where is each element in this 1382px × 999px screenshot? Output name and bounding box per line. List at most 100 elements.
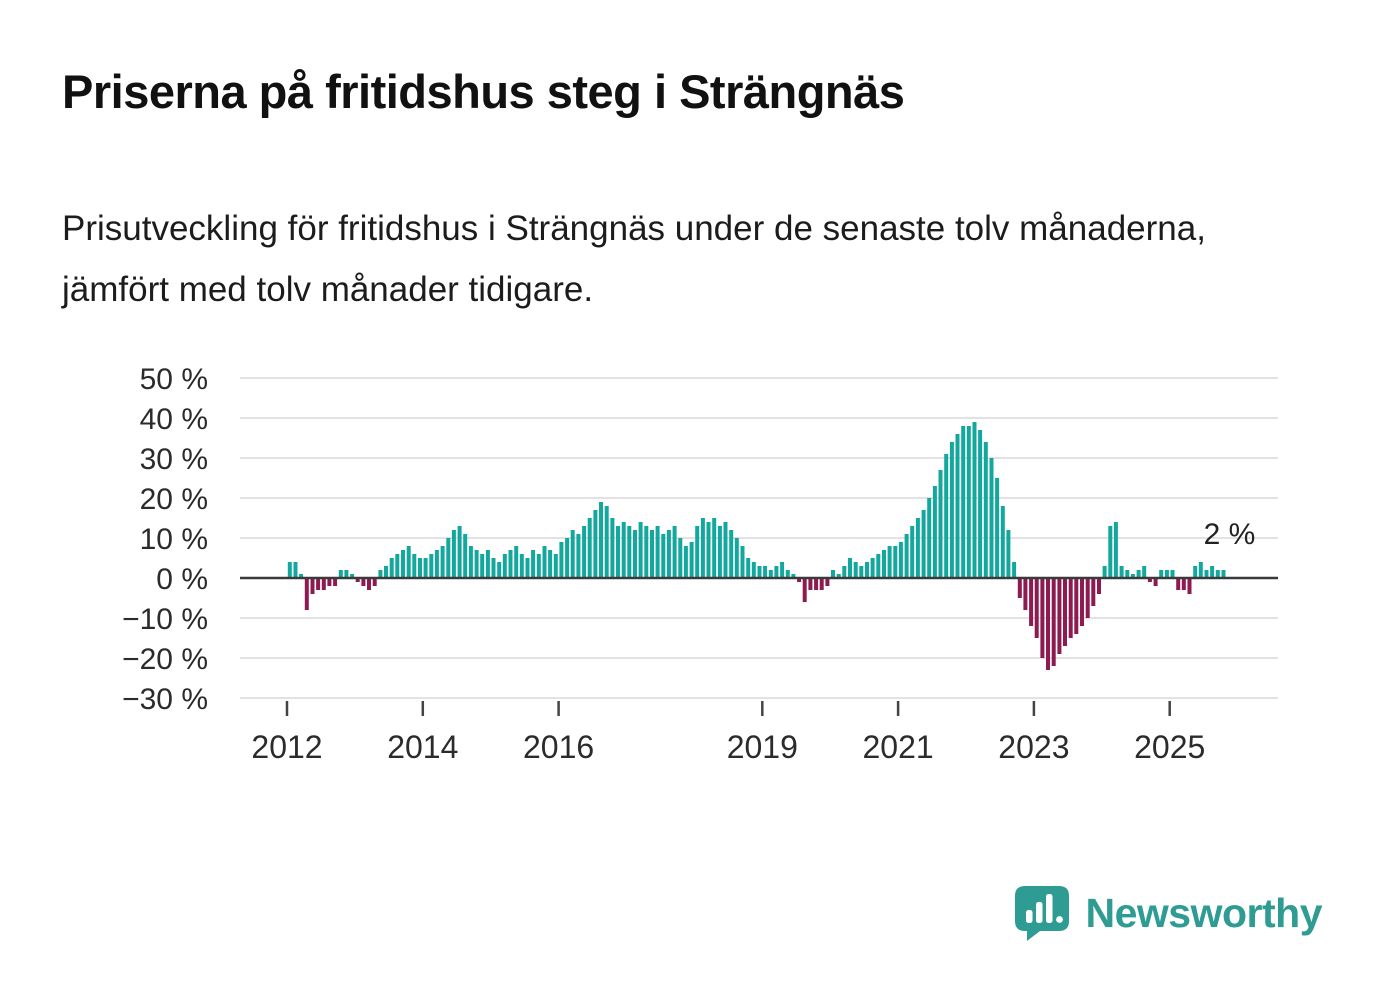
month-bar (983, 442, 988, 578)
month-bar (525, 558, 530, 578)
month-bar (1023, 578, 1028, 610)
month-bar (457, 526, 462, 578)
month-bar (644, 526, 649, 578)
month-bar (542, 546, 547, 578)
month-bar (1097, 578, 1101, 594)
newsworthy-logo-text: Newsworthy (1085, 889, 1323, 936)
month-bar (1091, 578, 1096, 606)
chart-description: Prisutveckling för fritidshus i Strängnä… (62, 209, 1206, 310)
month-bar (1125, 570, 1130, 578)
month-bar (355, 578, 360, 582)
month-bar (1113, 522, 1118, 578)
month-bar (604, 506, 609, 578)
month-bar (1159, 570, 1164, 578)
month-bar (350, 574, 355, 578)
month-bar (1170, 570, 1175, 578)
month-bar (1136, 570, 1141, 578)
month-bar (576, 534, 581, 578)
month-bar (842, 566, 847, 578)
x-axis-label: 2012 (251, 729, 322, 765)
month-bar (978, 430, 983, 578)
month-bar (717, 526, 722, 578)
month-bar (1198, 562, 1203, 578)
month-bar (367, 578, 371, 590)
month-bar (1000, 506, 1005, 578)
month-bar (1102, 566, 1107, 578)
month-bar (904, 534, 909, 578)
month-bar (593, 510, 598, 578)
month-bar (293, 562, 298, 578)
month-bar (548, 550, 553, 578)
month-bar (898, 542, 903, 578)
month-bar (599, 502, 603, 578)
month-bar (831, 570, 835, 578)
month-bar (734, 538, 739, 578)
month-bar (780, 562, 785, 578)
month-bar (757, 566, 762, 578)
month-bar (876, 554, 881, 578)
month-bar (451, 530, 456, 578)
x-axis-label: 2019 (727, 729, 798, 765)
month-bar (729, 530, 734, 578)
month-bar (384, 566, 388, 578)
month-bar (972, 422, 977, 578)
month-bar (1142, 566, 1147, 578)
month-bar (797, 578, 802, 582)
month-bar (1215, 570, 1220, 578)
month-bar (327, 578, 332, 586)
month-bar (633, 530, 637, 578)
month-bar (1012, 562, 1017, 578)
month-bar (836, 574, 841, 578)
month-bar (661, 534, 666, 578)
month-bar (666, 530, 671, 578)
month-bar (468, 546, 473, 578)
month-bar (559, 542, 564, 578)
month-bar (785, 570, 790, 578)
month-bar (395, 554, 400, 578)
month-bar (944, 454, 949, 578)
month-bar (1130, 574, 1135, 578)
month-bar (412, 554, 417, 578)
month-bar (1153, 578, 1158, 586)
month-bar (910, 526, 915, 578)
month-bar (1147, 578, 1152, 582)
month-bar (814, 578, 819, 590)
month-bar (316, 578, 321, 590)
month-bar (989, 458, 994, 578)
month-bar (570, 530, 575, 578)
month-bar (689, 542, 694, 578)
month-bar (423, 558, 428, 578)
month-bar (491, 558, 496, 578)
month-bar (474, 550, 479, 578)
month-bar (791, 574, 796, 578)
x-axis-label: 2023 (998, 729, 1069, 765)
month-bar (587, 518, 592, 578)
x-axis-label: 2016 (523, 729, 594, 765)
month-bar (1108, 526, 1113, 578)
month-bar (751, 562, 756, 578)
month-bar (531, 550, 536, 578)
month-bar (915, 518, 920, 578)
month-bar (853, 562, 858, 578)
month-bar (825, 578, 830, 586)
month-bar (1063, 578, 1067, 646)
month-bar (389, 558, 394, 578)
month-bar (768, 570, 773, 578)
month-bar (949, 442, 954, 578)
y-axis-label: 40 % (140, 403, 208, 436)
y-axis-label: −30 % (122, 683, 208, 716)
month-bar (502, 554, 507, 578)
month-bar (1074, 578, 1079, 634)
month-bar (446, 538, 451, 578)
month-bar (1085, 578, 1090, 618)
month-bar (1029, 578, 1034, 626)
month-bar (1017, 578, 1022, 598)
month-bar (870, 558, 875, 578)
month-bar (536, 554, 541, 578)
month-bar (463, 534, 468, 578)
month-bar (921, 510, 926, 578)
month-bar (582, 526, 587, 578)
month-bar (966, 426, 971, 578)
month-bar (1204, 570, 1209, 578)
month-bar (808, 578, 813, 590)
